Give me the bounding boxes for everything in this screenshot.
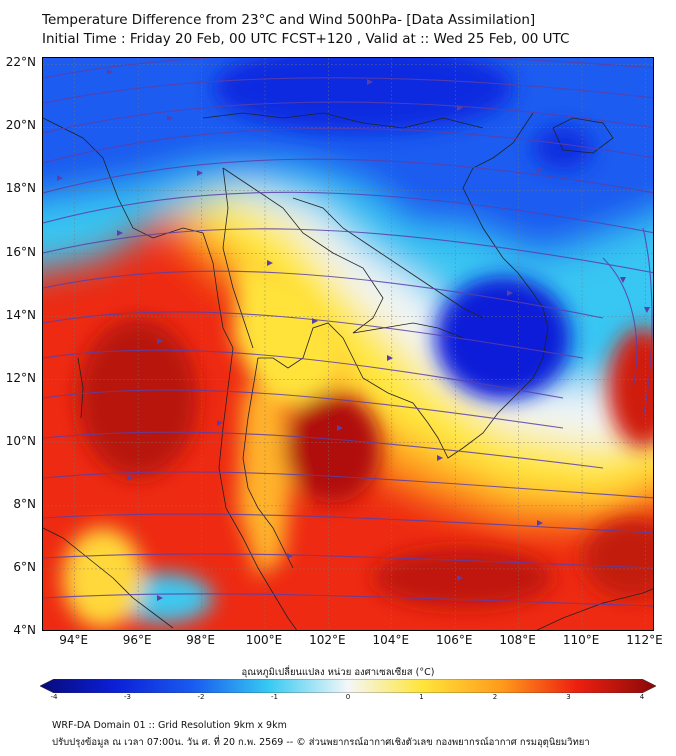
wind-streamlines (43, 58, 653, 607)
colorbar-tick-label: 4 (639, 693, 645, 701)
border-myanmar-thailand (222, 167, 254, 349)
lat-label: 22°N (5, 55, 36, 70)
country-borders (43, 112, 653, 630)
lon-label: 104°E (372, 633, 410, 647)
colorbar-title: อุณหภูมิเปลี่ยนแปลง หน่วย องศาเซลเซียส (… (241, 667, 435, 678)
lat-label: 10°N (5, 433, 36, 448)
field-cold-patch-north (213, 58, 513, 133)
lat-label: 16°N (5, 244, 36, 259)
field-yellow-patch-sw (63, 528, 143, 628)
coastline-gulf-thailand (258, 112, 549, 459)
colorbar-tick-label: 0 (345, 693, 351, 701)
field-cold-patch-east (533, 126, 593, 170)
colorbar-tick-label: -3 (124, 693, 131, 701)
field-hot-core-gulf (285, 393, 381, 503)
colorbar (40, 679, 656, 693)
colorbar-tick-label: 2 (492, 693, 498, 701)
graticule-lines (43, 58, 653, 630)
wind-arrowheads (57, 69, 650, 601)
lon-label: 98°E (186, 633, 215, 647)
field-hot-core-se (583, 518, 653, 598)
coastline-myanmar (43, 117, 298, 630)
coastline-sumatra (43, 527, 174, 629)
border-china-north (202, 112, 484, 129)
colorbar-tick-label: -2 (197, 693, 205, 701)
footer-model-info: WRF-DA Domain 01 :: Grid Resolution 9km … (52, 720, 287, 731)
border-laos-vietnam (292, 197, 484, 319)
colorbar-tick-label: 1 (419, 693, 424, 701)
coastline-hainan (552, 117, 614, 154)
coastline-borneo (536, 588, 653, 630)
border-thailand-cambodia (352, 322, 464, 339)
lon-label: 112°E (626, 633, 663, 647)
colorbar-tick-label: -4 (50, 693, 58, 701)
lon-label: 102°E (309, 633, 346, 647)
lon-label: 108°E (499, 633, 536, 647)
map-subtitle: Initial Time : Friday 20 Feb, 00 UTC FCS… (42, 31, 570, 47)
field-cold-core (435, 276, 571, 400)
lat-label: 8°N (13, 496, 36, 511)
map-panel (42, 57, 654, 631)
lon-label: 96°E (122, 633, 152, 647)
lon-label: 106°E (435, 633, 473, 647)
field-yellow-tongue (233, 258, 343, 408)
map-canvas (43, 58, 653, 630)
lon-label: 100°E (245, 633, 283, 647)
lat-label: 18°N (5, 181, 36, 196)
colorbar-tick-label: -1 (271, 693, 278, 701)
lat-label: 4°N (13, 623, 36, 637)
border-thailand-laos (222, 167, 384, 334)
coastline-andaman-islands (77, 357, 84, 419)
map-title: Temperature Difference from 23°C and Win… (42, 12, 536, 28)
field-hot-core-east (608, 328, 653, 448)
lon-label: 110°E (562, 633, 600, 647)
colorbar-tick-label: 3 (566, 693, 571, 701)
coastline-peninsula-east (242, 357, 294, 569)
temperature-field (43, 58, 653, 630)
lat-label: 6°N (13, 559, 36, 574)
lat-label: 20°N (5, 118, 36, 133)
lat-label: 12°N (5, 370, 36, 385)
footer-update-info: ปรับปรุงข้อมูล ณ เวลา 07:00น. วัน ศ. ที่… (52, 737, 590, 748)
lon-label: 94°E (59, 633, 89, 647)
lat-label: 14°N (5, 307, 36, 322)
